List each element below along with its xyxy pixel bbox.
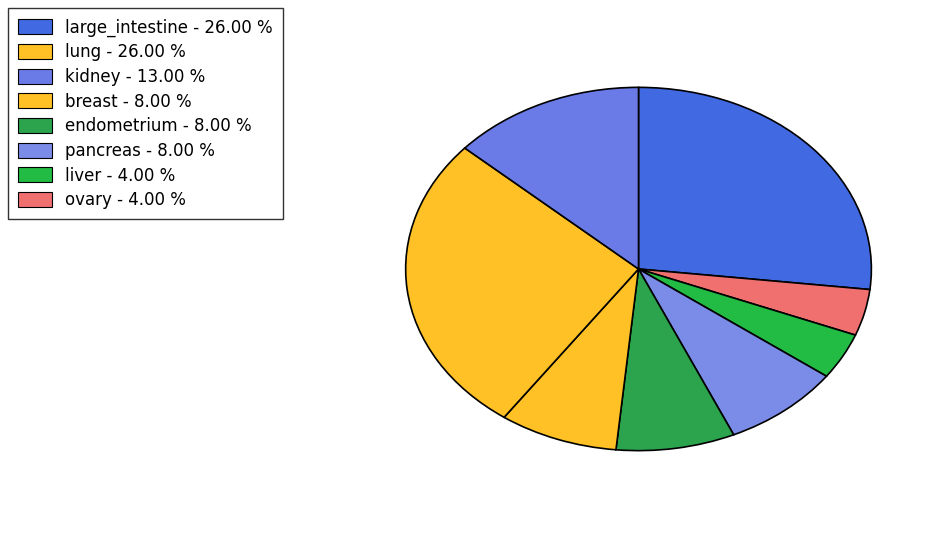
Wedge shape (465, 87, 639, 269)
Wedge shape (504, 269, 639, 450)
Legend: large_intestine - 26.00 %, lung - 26.00 %, kidney - 13.00 %, breast - 8.00 %, en: large_intestine - 26.00 %, lung - 26.00 … (8, 8, 283, 220)
Wedge shape (616, 269, 733, 451)
Wedge shape (639, 269, 826, 435)
Wedge shape (406, 148, 639, 417)
Wedge shape (639, 87, 871, 289)
Wedge shape (639, 269, 870, 335)
Wedge shape (639, 269, 855, 376)
